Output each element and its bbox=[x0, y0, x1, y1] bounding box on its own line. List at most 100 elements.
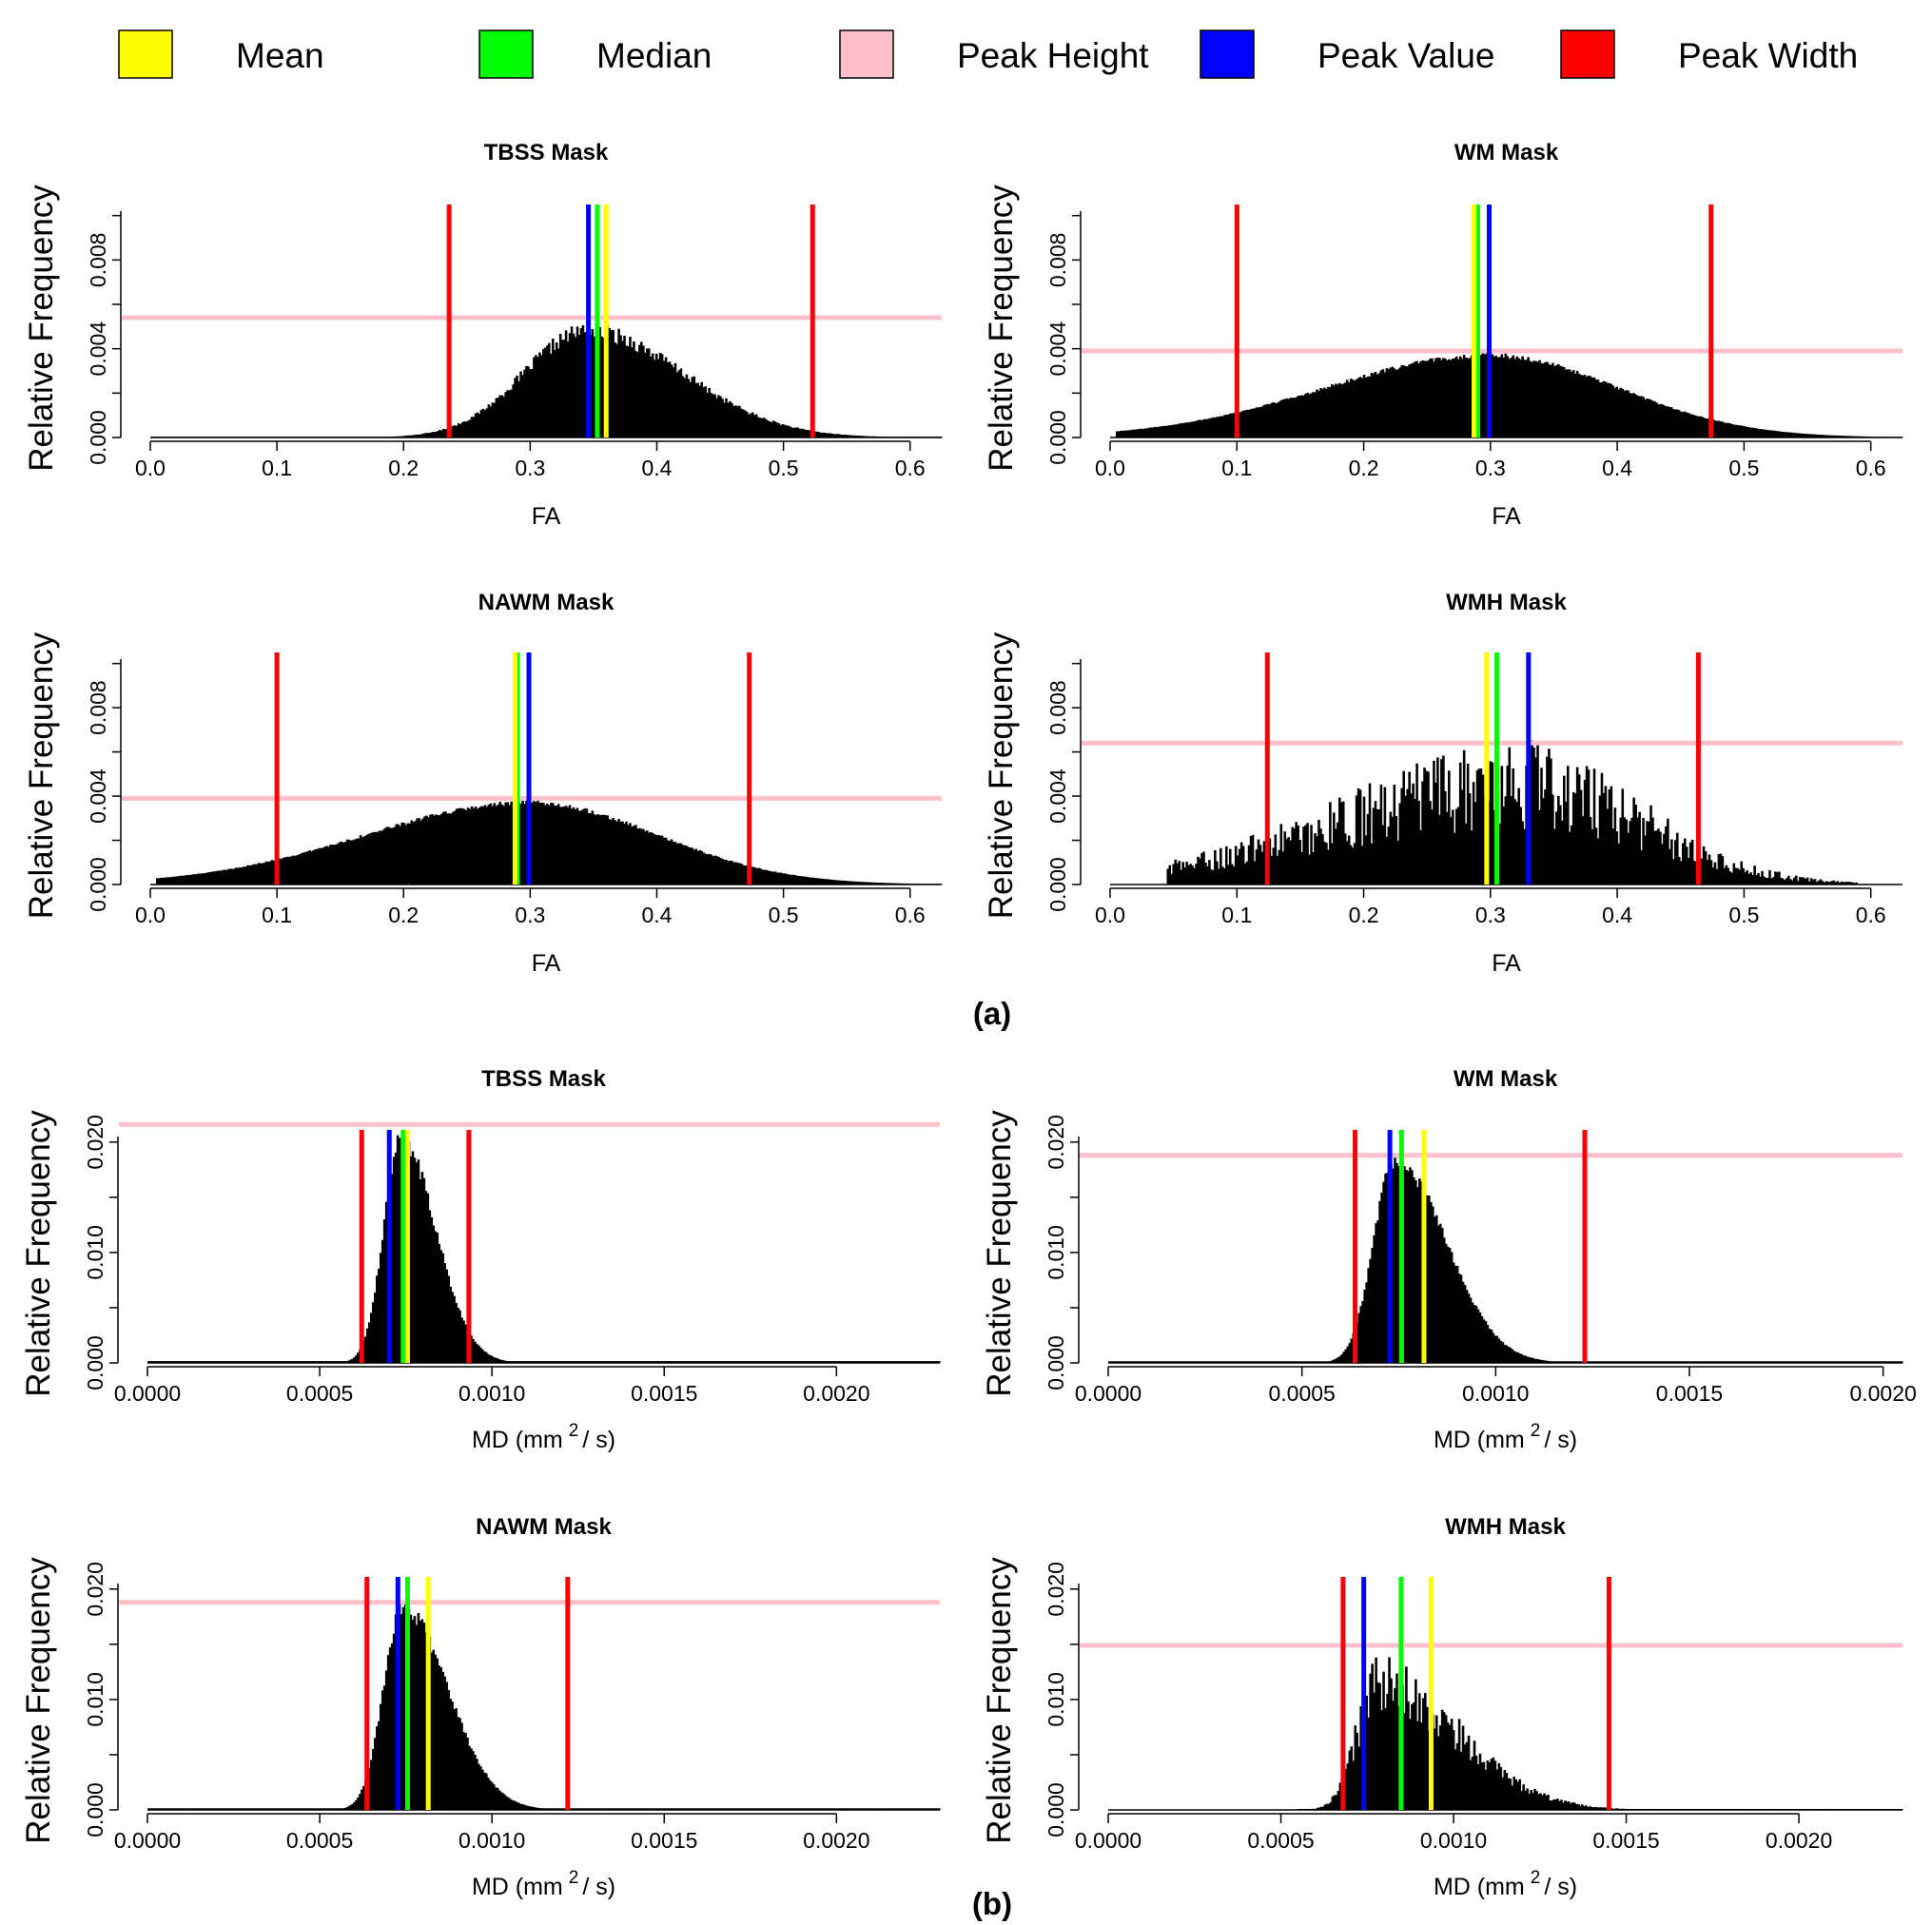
marker-lines bbox=[1080, 1130, 1903, 1363]
histogram-bar bbox=[898, 1808, 901, 1810]
histogram-bar bbox=[1863, 1361, 1865, 1363]
histogram-bar bbox=[1817, 435, 1821, 438]
histogram-bar bbox=[1319, 388, 1322, 438]
histogram-bar bbox=[198, 1808, 202, 1810]
histogram-bar bbox=[1749, 872, 1752, 885]
histogram-bar bbox=[1870, 1361, 1873, 1363]
histogram-bar bbox=[595, 1361, 597, 1363]
x-tick-label: 0.1 bbox=[262, 456, 292, 480]
histogram-bar bbox=[392, 1157, 396, 1363]
histogram-bar bbox=[1742, 425, 1745, 438]
histogram-bar bbox=[638, 344, 641, 438]
histogram-bar bbox=[1181, 862, 1184, 885]
histogram-bar bbox=[744, 865, 747, 885]
histogram-bar bbox=[1515, 802, 1518, 885]
histogram-bar bbox=[1268, 838, 1272, 885]
histogram-bar bbox=[698, 1808, 701, 1810]
histogram-bar bbox=[1543, 1360, 1546, 1363]
histogram-bar bbox=[721, 399, 724, 438]
histogram-bar bbox=[779, 1808, 782, 1810]
histogram-bar bbox=[1540, 768, 1543, 885]
histogram-bar bbox=[1868, 1361, 1871, 1363]
histogram-bar bbox=[1405, 1170, 1408, 1363]
histogram-bar bbox=[1609, 1361, 1612, 1363]
histogram-bar bbox=[147, 1361, 150, 1363]
histogram-bar bbox=[1360, 846, 1364, 885]
histogram-bar bbox=[654, 1808, 658, 1810]
histogram-bar bbox=[1489, 761, 1493, 885]
histogram-bar bbox=[1417, 800, 1420, 885]
histogram-bar bbox=[734, 862, 737, 885]
histogram-bar bbox=[713, 1361, 716, 1363]
histogram-bar bbox=[224, 1361, 227, 1363]
histogram-bar bbox=[547, 1808, 551, 1810]
histogram-bar bbox=[779, 425, 783, 438]
histogram-bar bbox=[449, 1286, 452, 1363]
histogram-bar bbox=[1333, 812, 1336, 885]
histogram-bar bbox=[1660, 1361, 1664, 1363]
histogram-bar bbox=[770, 422, 773, 438]
histogram-bar bbox=[775, 1808, 779, 1810]
histogram-bar bbox=[1672, 859, 1675, 885]
histogram-bar bbox=[1281, 1361, 1285, 1363]
histogram-bar bbox=[1252, 1361, 1255, 1363]
histogram-bar bbox=[1202, 1361, 1205, 1363]
histogram-bar bbox=[1690, 839, 1694, 885]
histogram-bar bbox=[1568, 1361, 1571, 1363]
histogram-bar bbox=[1295, 397, 1298, 438]
histogram-bar bbox=[468, 419, 472, 438]
histogram-bar bbox=[687, 846, 691, 885]
histogram-bar bbox=[892, 1361, 895, 1363]
histogram-bar bbox=[1218, 1361, 1220, 1363]
panel-label-b: (b) bbox=[972, 1886, 1012, 1921]
x-tick-label: 0.0000 bbox=[1075, 1381, 1142, 1406]
histogram-bar bbox=[478, 807, 481, 885]
histogram-bar bbox=[342, 1808, 344, 1810]
histogram-bar bbox=[1811, 879, 1815, 885]
histogram-bar bbox=[1200, 1361, 1204, 1363]
histogram-bar bbox=[672, 367, 675, 438]
histogram-bar bbox=[498, 395, 502, 438]
histogram-bar bbox=[1244, 1361, 1247, 1363]
histogram-bar bbox=[370, 832, 374, 885]
histogram-bar bbox=[1826, 882, 1830, 885]
histogram-bar bbox=[1785, 1361, 1788, 1363]
histogram-bar bbox=[381, 1690, 384, 1810]
histogram-bar bbox=[1681, 412, 1685, 438]
histogram-bar bbox=[1427, 771, 1430, 885]
histogram-bar bbox=[244, 1808, 246, 1810]
histogram-bar bbox=[1661, 404, 1664, 438]
histogram-bar bbox=[249, 1361, 252, 1363]
histogram-bar bbox=[672, 1361, 674, 1363]
histogram-bar bbox=[1792, 877, 1796, 885]
histogram-bar bbox=[1547, 1360, 1550, 1363]
histogram-bar bbox=[1319, 1361, 1323, 1363]
histogram-bar bbox=[1176, 1361, 1180, 1363]
histogram-bar bbox=[429, 814, 432, 885]
x-tick-label: 0.0005 bbox=[1247, 1828, 1314, 1853]
histogram-bar bbox=[530, 1361, 534, 1363]
histogram-bar bbox=[451, 811, 455, 885]
histogram-bar bbox=[1613, 388, 1617, 438]
histogram-bar bbox=[1295, 1361, 1298, 1363]
y-tick-label: 0.020 bbox=[83, 1115, 107, 1170]
histogram-bar bbox=[1187, 1361, 1191, 1363]
histogram-bar bbox=[451, 1701, 454, 1810]
histogram-bar bbox=[787, 874, 790, 885]
x-tick-label: 0.0005 bbox=[286, 1828, 353, 1853]
histogram-bar bbox=[745, 1808, 749, 1810]
histogram-bar bbox=[1555, 811, 1558, 885]
histogram-bar bbox=[1700, 858, 1704, 885]
histogram-bar bbox=[601, 1361, 605, 1363]
histogram-bar bbox=[1520, 1790, 1523, 1810]
histogram-bar bbox=[1573, 1802, 1576, 1810]
histogram-bar bbox=[1221, 866, 1224, 885]
histogram-bar bbox=[847, 1361, 850, 1363]
histogram-bar bbox=[1849, 1361, 1852, 1363]
histogram-bar bbox=[817, 878, 820, 885]
histogram-bar bbox=[547, 342, 551, 438]
histogram-bar bbox=[1670, 407, 1673, 438]
histogram-bar bbox=[628, 1361, 632, 1363]
histogram-bar bbox=[1350, 1746, 1354, 1810]
histogram-bar bbox=[296, 1361, 300, 1363]
